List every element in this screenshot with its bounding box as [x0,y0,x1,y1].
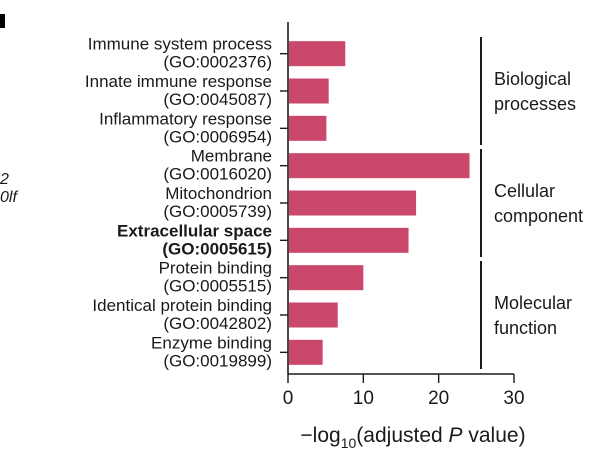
category-go-id: (GO:0005615) [162,239,272,258]
bars [289,41,470,365]
group-label: processes [494,94,576,114]
x-tick-label: 20 [428,388,449,409]
group-brackets: Biological processes Cellular component Mole… [480,37,583,369]
x-tick-label: 30 [503,388,524,409]
edge-fragment-1: 2 [0,171,9,188]
category-go-id: (GO:0019899) [163,351,272,370]
group-label: function [494,318,557,338]
category-label: Innate immune response [85,72,272,91]
edge-fragment-2: 0lf [0,189,18,206]
bar [289,115,327,141]
category-label: Mitochondrion [165,184,272,203]
category-go-id: (GO:0005515) [163,277,272,296]
x-axis: 0 10 20 30 −log10(adjusted P value) [283,373,526,451]
group-label: Biological [494,69,571,89]
y-axis [280,22,289,374]
panel-letter-fragment [0,14,5,28]
bar [289,339,323,365]
category-labels: Immune system process(GO:0002376)Innate … [85,35,272,371]
category-label: Extracellular space [117,221,272,240]
bar [289,78,329,104]
category-go-id: (GO:0006954) [163,127,272,146]
group-label: Cellular [494,181,555,201]
category-go-id: (GO:0002376) [163,53,272,72]
bar [289,227,409,253]
category-go-id: (GO:0042802) [163,314,272,333]
bar [289,190,417,216]
category-go-id: (GO:0016020) [163,165,272,184]
x-tick-label: 10 [353,388,374,409]
bar [289,265,364,291]
category-label: Protein binding [159,259,272,278]
category-label: Membrane [191,147,272,166]
x-tick-label: 0 [283,388,294,409]
category-label: Enzyme binding [151,333,272,352]
bar [289,302,338,328]
category-label: Inflammatory response [99,109,272,128]
category-label: Identical protein binding [92,296,272,315]
category-label: Immune system process [88,35,272,54]
category-go-id: (GO:0045087) [163,90,272,109]
group-label: component [494,206,583,226]
category-go-id: (GO:0005739) [163,202,272,221]
x-axis-label: −log10(adjusted P value) [300,424,525,451]
group-label: Molecular [494,293,572,313]
bar [289,41,346,67]
bar [289,153,470,179]
